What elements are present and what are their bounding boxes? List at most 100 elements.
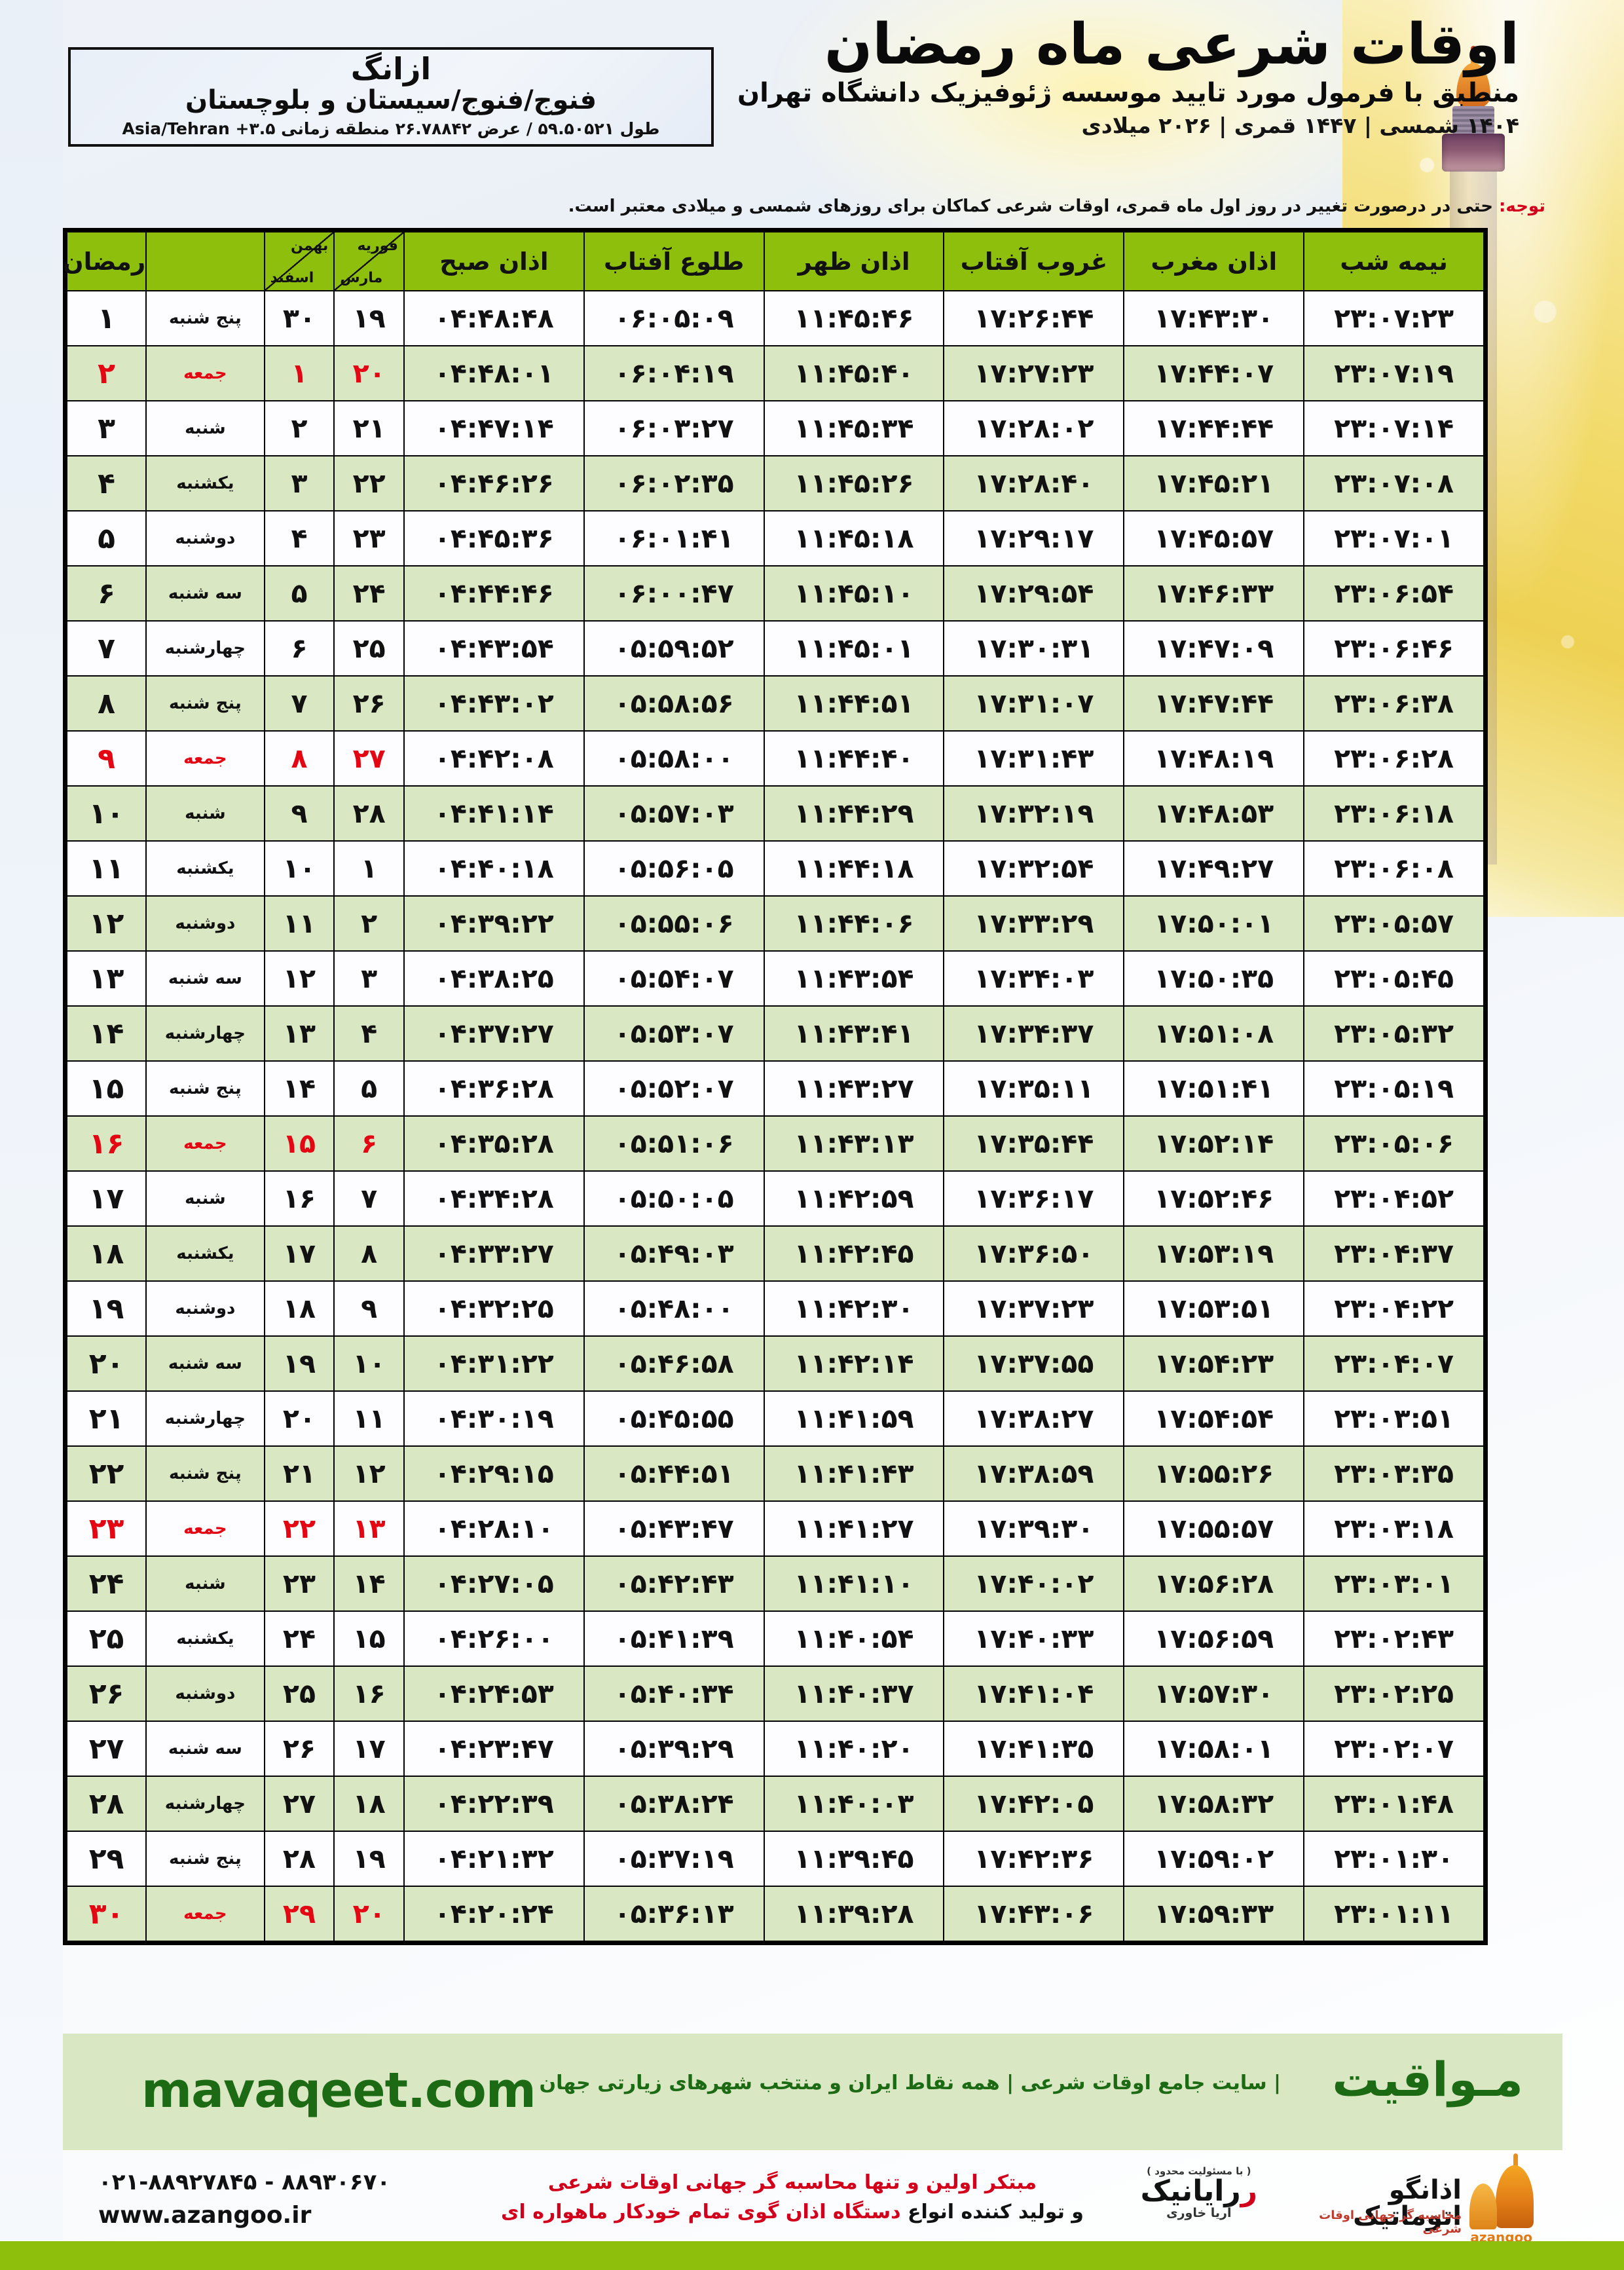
cell-dhuhr: ۱۱:۴۳:۱۳ — [763, 1115, 945, 1172]
cell-ramadan-day: ۲۴ — [65, 1555, 147, 1612]
poster-header: اوقات شرعی ماه رمضان منطبق با فرمول مورد… — [0, 0, 1624, 216]
cell-maghrib: ۱۷:۵۹:۳۳ — [1123, 1886, 1305, 1942]
cell-dhuhr: ۱۱:۴۵:۱۸ — [763, 510, 945, 567]
cell-dhuhr: ۱۱:۴۳:۴۱ — [763, 1005, 945, 1062]
cell-maghrib: ۱۷:۵۳:۵۱ — [1123, 1280, 1305, 1337]
cell-maghrib: ۱۷:۴۴:۰۷ — [1123, 345, 1305, 401]
cell-sunset: ۱۷:۳۲:۵۴ — [943, 840, 1125, 897]
cell-maghrib: ۱۷:۵۷:۳۰ — [1123, 1665, 1305, 1722]
cell-maghrib: ۱۷:۴۷:۰۹ — [1123, 620, 1305, 677]
cell-midnight: ۲۳:۰۵:۳۲ — [1303, 1005, 1485, 1062]
table-row: ۲۳:۰۶:۴۶ ۱۷:۴۷:۰۹ ۱۷:۳۰:۳۱ ۱۱:۴۵:۰۱ ۰۵:۵۹:۵۲… — [65, 620, 1485, 677]
cell-miladi-day: ۲۸ — [333, 785, 405, 842]
cell-sunrise: ۰۵:۴۲:۴۳ — [583, 1555, 765, 1612]
brand-domain[interactable]: mavaqeet.com — [141, 2062, 536, 2119]
col-maghrib: اذان مغرب — [1123, 231, 1305, 291]
cell-shamsi-day: ۲۹ — [263, 1886, 335, 1942]
cell-weekday: شنبه — [145, 785, 265, 842]
col-sunrise: طلوع آفتاب — [583, 231, 765, 291]
cell-fajr: ۰۴:۴۳:۰۲ — [403, 675, 585, 732]
cell-ramadan-day: ۸ — [65, 675, 147, 732]
cell-midnight: ۲۳:۰۵:۵۷ — [1303, 895, 1485, 952]
minaret-tip-icon — [1471, 46, 1476, 65]
table-row: ۲۳:۰۵:۵۷ ۱۷:۵۰:۰۱ ۱۷:۳۳:۲۹ ۱۱:۴۴:۰۶ ۰۵:۵۵:۰۶… — [65, 895, 1485, 952]
rayanic-logo: ( با مسئولیت محدود ) ررایانیک آریا خاوری — [1141, 2165, 1257, 2220]
cell-shamsi-day: ۲۴ — [263, 1610, 335, 1667]
shamsi-month-top: بهمن — [290, 238, 329, 254]
contact-footer: ۰۲۱-۸۸۹۲۷۸۴۵ - ۸۸۹۳۰۶۷۰ www.azangoo.ir م… — [0, 2153, 1624, 2270]
cell-weekday: دوشنبه — [145, 1665, 265, 1722]
cell-ramadan-day: ۱۳ — [65, 950, 147, 1007]
cell-ramadan-day: ۱۴ — [65, 1005, 147, 1062]
cell-midnight: ۲۳:۰۴:۲۲ — [1303, 1280, 1485, 1337]
cell-dhuhr: ۱۱:۴۴:۰۶ — [763, 895, 945, 952]
cell-dhuhr: ۱۱:۴۵:۴۶ — [763, 290, 945, 346]
cell-weekday: جمعه — [145, 345, 265, 401]
cell-miladi-day: ۶ — [333, 1115, 405, 1172]
cell-sunrise: ۰۵:۵۸:۵۶ — [583, 675, 765, 732]
cell-miladi-day: ۱۱ — [333, 1390, 405, 1447]
col-sunset: غروب آفتاب — [943, 231, 1125, 291]
cell-miladi-day: ۱۷ — [333, 1721, 405, 1777]
col-shamsi-month: بهمن اسفند — [263, 231, 335, 291]
rayanic-name: ررایانیک — [1141, 2177, 1257, 2206]
cell-dhuhr: ۱۱:۴۵:۴۰ — [763, 345, 945, 401]
page-subtitle: منطبق با فرمول مورد تایید موسسه ژئوفیزیک… — [737, 78, 1519, 109]
rayanic-accent-mark: ر — [1240, 2174, 1257, 2208]
cell-ramadan-day: ۲۲ — [65, 1445, 147, 1502]
col-fajr: اذان صبح — [403, 231, 585, 291]
cell-fajr: ۰۴:۳۳:۲۷ — [403, 1225, 585, 1282]
cell-ramadan-day: ۶ — [65, 565, 147, 622]
cell-maghrib: ۱۷:۵۲:۱۴ — [1123, 1115, 1305, 1172]
cell-ramadan-day: ۲۵ — [65, 1610, 147, 1667]
cell-sunrise: ۰۶:۰۰:۴۷ — [583, 565, 765, 622]
cell-miladi-day: ۴ — [333, 1005, 405, 1062]
cell-miladi-day: ۳ — [333, 950, 405, 1007]
cell-weekday: دوشنبه — [145, 1280, 265, 1337]
cell-ramadan-day: ۱۸ — [65, 1225, 147, 1282]
cell-sunset: ۱۷:۳۵:۴۴ — [943, 1115, 1125, 1172]
cell-weekday: پنج شنبه — [145, 1831, 265, 1887]
azangoo-name: اذانگو اتوماتیک — [1353, 2175, 1462, 2231]
table-row: ۲۳:۰۶:۱۸ ۱۷:۴۸:۵۳ ۱۷:۳۲:۱۹ ۱۱:۴۴:۲۹ ۰۵:۵۷:۰۳… — [65, 785, 1485, 842]
cell-dhuhr: ۱۱:۴۱:۴۳ — [763, 1445, 945, 1502]
cell-fajr: ۰۴:۴۳:۵۴ — [403, 620, 585, 677]
cell-sunrise: ۰۵:۵۰:۰۵ — [583, 1170, 765, 1227]
cell-maghrib: ۱۷:۵۰:۳۵ — [1123, 950, 1305, 1007]
cell-miladi-day: ۱۹ — [333, 290, 405, 346]
minaret-balcony — [1442, 134, 1505, 172]
cell-dhuhr: ۱۱:۴۲:۱۴ — [763, 1335, 945, 1392]
cell-fajr: ۰۴:۳۵:۲۸ — [403, 1115, 585, 1172]
cell-shamsi-day: ۱۲ — [263, 950, 335, 1007]
cell-weekday: یکشنبه — [145, 455, 265, 512]
cell-sunset: ۱۷:۳۴:۰۳ — [943, 950, 1125, 1007]
cell-sunset: ۱۷:۳۲:۱۹ — [943, 785, 1125, 842]
note-label: توجه: — [1499, 196, 1545, 216]
cell-sunset: ۱۷:۲۷:۲۳ — [943, 345, 1125, 401]
left-edge-strip — [0, 0, 63, 2270]
website-url[interactable]: www.azangoo.ir — [98, 2202, 312, 2229]
cell-maghrib: ۱۷:۵۶:۵۹ — [1123, 1610, 1305, 1667]
cell-sunrise: ۰۵:۴۴:۵۱ — [583, 1445, 765, 1502]
cell-sunset: ۱۷:۳۹:۳۰ — [943, 1500, 1125, 1557]
cell-sunset: ۱۷:۲۸:۴۰ — [943, 455, 1125, 512]
diagonal-divider — [335, 233, 403, 290]
cell-fajr: ۰۴:۴۰:۱۸ — [403, 840, 585, 897]
promo-line-2-red: دستگاه اذان گوی تمام خودکار ماهواره ای — [501, 2201, 901, 2223]
cell-maghrib: ۱۷:۴۹:۲۷ — [1123, 840, 1305, 897]
cell-maghrib: ۱۷:۴۷:۴۴ — [1123, 675, 1305, 732]
cell-sunset: ۱۷:۳۴:۳۷ — [943, 1005, 1125, 1062]
cell-sunrise: ۰۵:۵۲:۰۷ — [583, 1060, 765, 1117]
cell-ramadan-day: ۳ — [65, 400, 147, 456]
cell-dhuhr: ۱۱:۴۳:۵۴ — [763, 950, 945, 1007]
table-row: ۲۳:۰۳:۱۸ ۱۷:۵۵:۵۷ ۱۷:۳۹:۳۰ ۱۱:۴۱:۲۷ ۰۵:۴۳:۴۷… — [65, 1500, 1485, 1557]
cell-midnight: ۲۳:۰۱:۴۸ — [1303, 1776, 1485, 1832]
table-row: ۲۳:۰۴:۳۷ ۱۷:۵۳:۱۹ ۱۷:۳۶:۵۰ ۱۱:۴۲:۴۵ ۰۵:۴۹:۰۳… — [65, 1225, 1485, 1282]
cell-midnight: ۲۳:۰۷:۰۱ — [1303, 510, 1485, 567]
cell-sunset: ۱۷:۲۹:۱۷ — [943, 510, 1125, 567]
table-row: ۲۳:۰۶:۵۴ ۱۷:۴۶:۳۳ ۱۷:۲۹:۵۴ ۱۱:۴۵:۱۰ ۰۶:۰۰:۴۷… — [65, 565, 1485, 622]
cell-weekday: پنج شنبه — [145, 675, 265, 732]
cell-shamsi-day: ۲۱ — [263, 1445, 335, 1502]
cell-midnight: ۲۳:۰۳:۰۱ — [1303, 1555, 1485, 1612]
